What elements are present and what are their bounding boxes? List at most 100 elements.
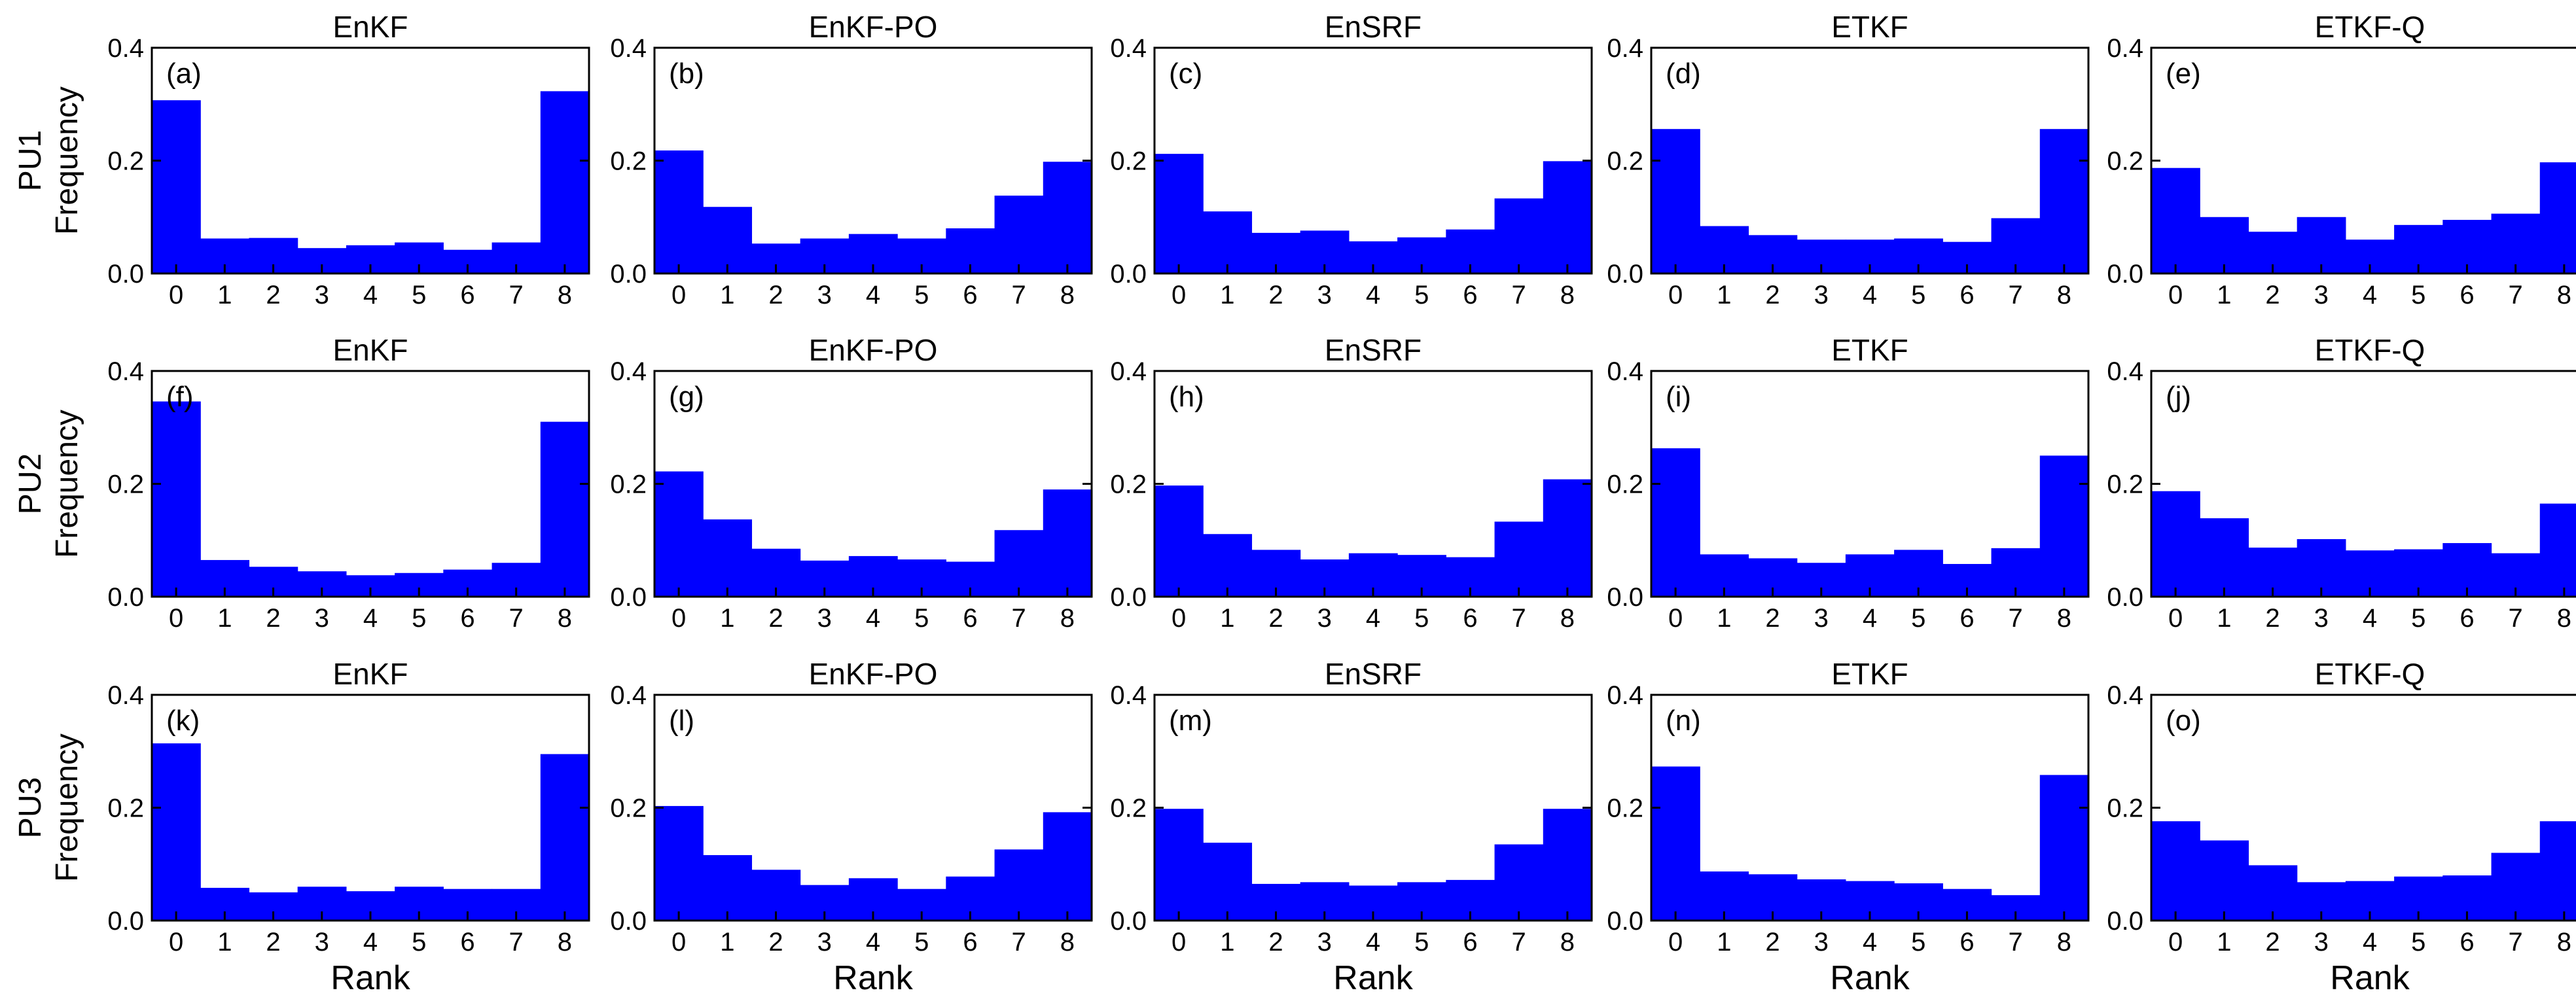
y-tick-label: 0.4 [1607,681,1643,710]
x-tick-label: 1 [2217,281,2231,309]
x-tick-label: 4 [1366,604,1380,633]
x-tick-label: 3 [817,928,832,957]
y-tick-label: 0.2 [610,470,647,499]
y-tick-label: 0.4 [610,681,647,710]
x-tick-label: 8 [2557,928,2571,957]
x-tick-label: 3 [817,604,832,633]
x-tick-label: 8 [2557,604,2571,633]
bar-h-rank-8 [1543,479,1592,597]
y-tick-label: 0.4 [107,681,144,710]
x-tick-label: 6 [1463,281,1477,309]
x-tick-label: 6 [1463,604,1477,633]
x-tick-label: 2 [266,604,280,633]
x-tick-label: 7 [1512,604,1526,633]
x-tick-label: 6 [1959,281,1974,309]
x-tick-label: 3 [1317,281,1332,309]
x-tick-label: 2 [2265,928,2280,957]
x-tick-label: 5 [914,928,929,957]
bar-o-rank-1 [2200,840,2249,921]
y-tick-label: 0.2 [1607,147,1643,176]
panel-label: (m) [1169,705,1212,737]
x-tick-label: 7 [2509,928,2523,957]
x-tick-label: 5 [2411,604,2425,633]
x-tick-label: 2 [1765,604,1780,633]
bar-o-rank-2 [2248,865,2298,921]
bar-o-rank-0 [2151,821,2200,921]
bar-c-rank-1 [1203,211,1253,274]
bar-c-rank-0 [1154,154,1204,273]
bar-e-rank-7 [2491,213,2541,273]
x-tick-label: 6 [963,281,977,309]
x-tick-label: 2 [1765,281,1780,309]
x-tick-label: 3 [1317,928,1332,957]
y-tick-label: 0.4 [107,34,144,63]
x-tick-label: 2 [1268,281,1283,309]
x-tick-label: 7 [2009,928,2023,957]
bar-a-rank-8 [540,91,590,273]
bar-j-rank-3 [2297,539,2346,597]
x-tick-label: 0 [1668,281,1683,309]
panel-frame [151,694,590,922]
x-tick-label: 8 [2057,281,2071,309]
x-tick-label: 0 [671,928,686,957]
x-tick-label: 6 [460,281,474,309]
row-label: PU2 [13,453,48,514]
bar-j-rank-1 [2200,518,2249,597]
bar-e-rank-3 [2297,217,2346,273]
x-tick-label: 4 [363,604,378,633]
y-tick-label: 0.2 [107,470,144,499]
panel-title: ETKF-Q [2315,333,2425,367]
x-tick-label: 1 [720,604,734,633]
x-tick-label: 0 [169,928,183,957]
panel-label: (i) [1666,381,1691,413]
panel-label: (f) [166,381,194,413]
x-tick-label: 1 [1717,281,1731,309]
x-tick-label: 2 [266,281,280,309]
bar-m-rank-0 [1154,809,1204,921]
y-tick-label: 0.4 [1110,357,1147,386]
panel-label: (a) [166,58,202,90]
x-tick-label: 5 [1414,928,1429,957]
bar-d-rank-0 [1651,129,1700,273]
x-tick-label: 4 [363,281,378,309]
panel-title: ETKF-Q [2315,10,2425,44]
y-tick-label: 0.4 [610,34,647,63]
bar-e-rank-0 [2151,167,2200,273]
bar-b-rank-7 [994,195,1044,273]
x-tick-label: 5 [1414,281,1429,309]
panel-title: EnKF-PO [809,10,938,44]
y-axis-label: Frequency [50,86,84,235]
y-tick-label: 0.4 [2107,681,2143,710]
y-tick-label: 0.2 [610,794,647,823]
panel-label: (o) [2166,705,2201,737]
x-tick-label: 4 [1863,928,1877,957]
x-tick-label: 3 [1814,928,1829,957]
bar-c-rank-7 [1494,198,1544,273]
panel-label: (c) [1169,58,1202,90]
bar-k-rank-0 [152,743,201,921]
x-tick-label: 8 [2057,604,2071,633]
bar-m-rank-7 [1494,844,1544,921]
x-tick-label: 7 [1512,928,1526,957]
x-tick-label: 5 [1911,928,1925,957]
bar-e-rank-8 [2539,162,2576,273]
bar-b-rank-0 [654,150,704,273]
y-tick-label: 0.0 [1110,907,1147,936]
bar-h-rank-7 [1494,521,1544,597]
x-tick-label: 0 [169,604,183,633]
bar-m-rank-1 [1203,842,1253,921]
x-tick-label: 4 [1863,604,1877,633]
y-tick-label: 0.4 [107,357,144,386]
y-tick-label: 0.0 [1110,583,1147,612]
x-tick-label: 2 [1268,604,1283,633]
x-tick-label: 3 [315,604,329,633]
bar-k-rank-8 [540,754,590,921]
x-tick-label: 1 [720,281,734,309]
bar-j-rank-8 [2539,503,2576,597]
x-tick-label: 4 [866,604,880,633]
x-tick-label: 3 [2314,281,2329,309]
x-tick-label: 0 [2168,604,2183,633]
x-tick-label: 5 [412,281,426,309]
y-tick-label: 0.4 [1607,34,1643,63]
